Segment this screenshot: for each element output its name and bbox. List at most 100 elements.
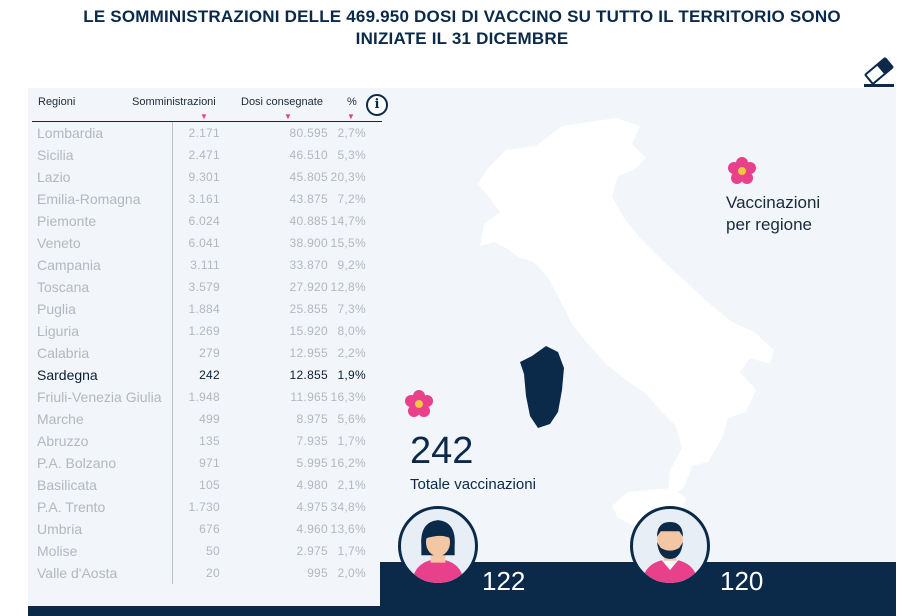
table-row[interactable]: Veneto 6.041 38.900 15,5% [32, 232, 382, 254]
map-label-line1: Vaccinazioni [726, 193, 821, 212]
sort-percent-icon[interactable]: ▼ [347, 112, 355, 121]
cell-administrations: 6.041 [188, 236, 220, 250]
cell-administrations: 2.471 [188, 148, 220, 162]
header-somministrazioni[interactable]: Somministrazioni [132, 96, 216, 108]
cell-administrations: 105 [199, 478, 220, 492]
map-region-sardegna[interactable] [520, 346, 564, 428]
cell-administrations: 242 [199, 368, 220, 382]
cell-doses: 38.900 [289, 236, 328, 250]
cell-percent: 2,1% [337, 478, 366, 492]
table-row[interactable]: Friuli-Venezia Giulia 1.948 11.965 16,3% [32, 386, 382, 408]
cell-doses: 80.595 [289, 126, 328, 140]
header-regioni[interactable]: Regioni [38, 96, 76, 108]
cell-region: Friuli-Venezia Giulia [37, 389, 162, 405]
cell-percent: 20,3% [330, 170, 366, 184]
male-avatar-icon [630, 506, 710, 586]
cell-administrations: 1.730 [188, 500, 220, 514]
cell-doses: 12.855 [289, 368, 328, 382]
cell-doses: 12.955 [289, 346, 328, 360]
table-row[interactable]: P.A. Bolzano 971 5.995 16,2% [32, 452, 382, 474]
cell-doses: 5.995 [296, 456, 328, 470]
table-row[interactable]: Liguria 1.269 15.920 8,0% [32, 320, 382, 342]
header-dosi-consegnate[interactable]: Dosi consegnate [241, 96, 323, 108]
table-row[interactable]: Umbria 676 4.960 13,6% [32, 518, 382, 540]
table-row[interactable]: P.A. Trento 1.730 4.975 34,8% [32, 496, 382, 518]
table-row[interactable]: Calabria 279 12.955 2,2% [32, 342, 382, 364]
table-body: Lombardia 2.171 80.595 2,7% Sicilia 2.471 46.5… [32, 122, 382, 584]
table-row[interactable]: Lombardia 2.171 80.595 2,7% [32, 122, 382, 144]
cell-administrations: 20 [206, 566, 220, 580]
cell-percent: 7,2% [337, 192, 366, 206]
flower-icon [405, 390, 433, 417]
female-avatar-icon [398, 506, 478, 586]
cell-region: Lazio [37, 169, 71, 185]
cell-percent: 13,6% [330, 522, 366, 536]
cell-administrations: 2.171 [188, 126, 220, 140]
cell-doses: 4.975 [296, 500, 328, 514]
cell-region: Veneto [37, 235, 81, 251]
cell-region: Piemonte [37, 213, 97, 229]
sort-dosi-icon[interactable]: ▼ [284, 112, 292, 121]
total-vaccinations-value: 242 [410, 430, 474, 472]
table-row[interactable]: Lazio 9.301 45.805 20,3% [32, 166, 382, 188]
flower-icon [728, 157, 756, 184]
cell-percent: 2,2% [337, 346, 366, 360]
cell-doses: 43.875 [289, 192, 328, 206]
info-icon[interactable]: i [366, 94, 388, 116]
table-row[interactable]: Molise 50 2.975 1,7% [32, 540, 382, 562]
table-row[interactable]: Sicilia 2.471 46.510 5,3% [32, 144, 382, 166]
map-label: Vaccinazioni per regione [726, 192, 866, 236]
table-row[interactable]: Sardegna 242 12.855 1,9% [32, 364, 382, 386]
table-row[interactable]: Emilia-Romagna 3.161 43.875 7,2% [32, 188, 382, 210]
cell-region: Basilicata [37, 477, 97, 493]
sort-somministrazioni-icon[interactable]: ▼ [200, 112, 208, 121]
map-region-mainland[interactable] [478, 118, 774, 498]
eraser-icon[interactable] [860, 54, 898, 88]
cell-percent: 16,3% [330, 390, 366, 404]
cell-doses: 45.805 [289, 170, 328, 184]
cell-doses: 33.870 [289, 258, 328, 272]
table-row[interactable]: Toscana 3.579 27.920 12,8% [32, 276, 382, 298]
cell-region: Liguria [37, 323, 80, 339]
cell-doses: 8.975 [296, 412, 328, 426]
table-row[interactable]: Valle d'Aosta 20 995 2,0% [32, 562, 382, 584]
female-count: 122 [482, 566, 526, 596]
cell-doses: 2.975 [296, 544, 328, 558]
cell-doses: 7.935 [296, 434, 328, 448]
table-row[interactable]: Marche 499 8.975 5,6% [32, 408, 382, 430]
cell-region: Puglia [37, 301, 76, 317]
cell-administrations: 676 [199, 522, 220, 536]
cell-percent: 5,6% [337, 412, 366, 426]
cell-doses: 27.920 [289, 280, 328, 294]
table-row[interactable]: Piemonte 6.024 40.885 14,7% [32, 210, 382, 232]
cell-percent: 5,3% [337, 148, 366, 162]
cell-administrations: 279 [199, 346, 220, 360]
table-row[interactable]: Puglia 1.884 25.855 7,3% [32, 298, 382, 320]
cell-doses: 46.510 [289, 148, 328, 162]
cell-administrations: 1.948 [188, 390, 220, 404]
table-row[interactable]: Abruzzo 135 7.935 1,7% [32, 430, 382, 452]
cell-region: Marche [37, 411, 84, 427]
cell-region: Sardegna [37, 367, 98, 383]
page-title: LE SOMMINISTRAZIONI DELLE 469.950 DOSI D… [83, 7, 841, 48]
cell-administrations: 1.884 [188, 302, 220, 316]
regions-table: Regioni Somministrazioni Dosi consegnate… [32, 92, 382, 584]
cell-percent: 8,0% [337, 324, 366, 338]
cell-region: Umbria [37, 521, 83, 537]
cell-region: Valle d'Aosta [37, 565, 118, 581]
table-header: Regioni Somministrazioni Dosi consegnate… [32, 92, 382, 122]
map-label-line2: per regione [726, 215, 813, 234]
table-row[interactable]: Campania 3.111 33.870 9,2% [32, 254, 382, 276]
cell-percent: 9,2% [337, 258, 366, 272]
column-divider [172, 122, 173, 584]
cell-administrations: 6.024 [188, 214, 220, 228]
cell-administrations: 135 [199, 434, 220, 448]
cell-percent: 14,7% [330, 214, 366, 228]
cell-administrations: 3.579 [188, 280, 220, 294]
table-row[interactable]: Basilicata 105 4.980 2,1% [32, 474, 382, 496]
cell-administrations: 3.161 [188, 192, 220, 206]
cell-doses: 25.855 [289, 302, 328, 316]
cell-region: P.A. Bolzano [37, 455, 117, 471]
header-percent[interactable]: % [347, 96, 357, 108]
